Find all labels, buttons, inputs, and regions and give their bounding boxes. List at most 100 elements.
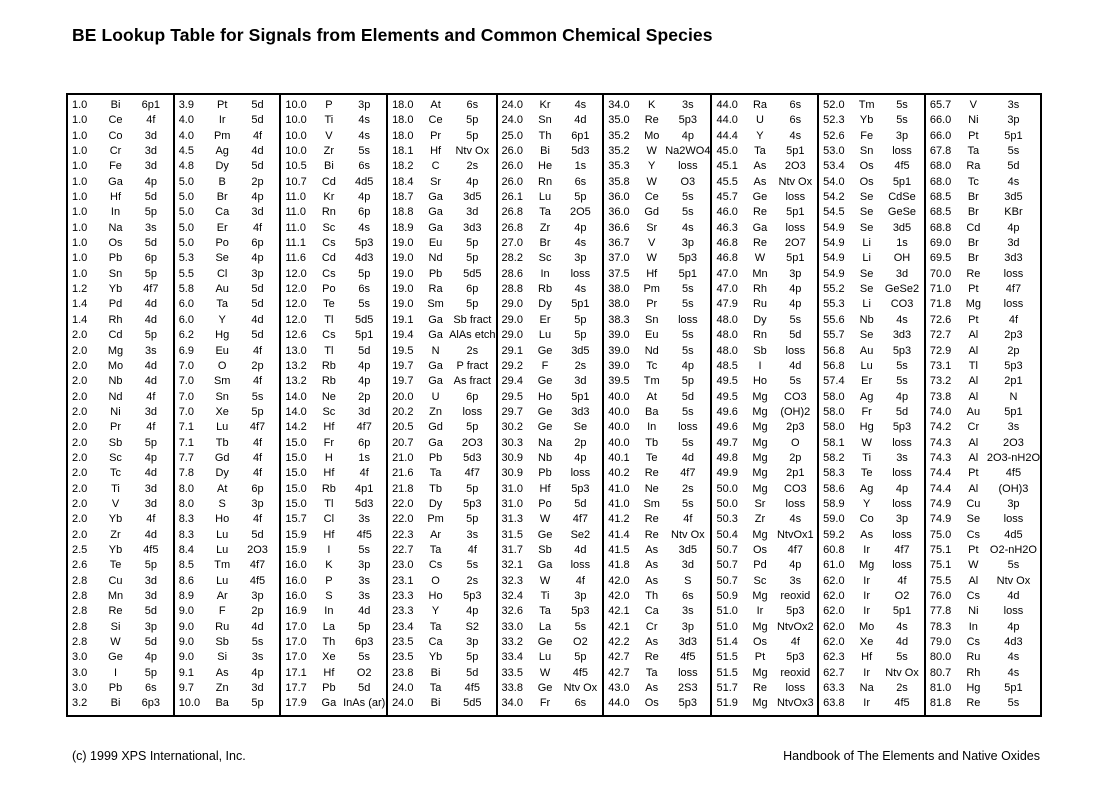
table-row: 32.1 Ga loss [498, 558, 603, 573]
element-symbol: Zr [110, 528, 121, 541]
element-symbol: Bi [430, 697, 441, 710]
element-symbol: Sb [108, 436, 123, 449]
table-row: 29.0 Dy 5p1 [498, 297, 603, 312]
orbital-label: 3s [145, 344, 157, 357]
table-row: 8.0 S 3p [175, 497, 280, 512]
table-row: 11.6 Cd 4d3 [281, 251, 386, 266]
orbital-label: Se [573, 421, 588, 434]
table-row: 17.1 Hf O2 [281, 666, 386, 681]
element-symbol: Ti [111, 482, 120, 495]
be-value: 62.0 [823, 574, 845, 587]
orbital-label: 4p [1007, 620, 1020, 633]
element-symbol: Ir [863, 590, 871, 602]
table-row: 54.5 Se GeSe [819, 205, 924, 220]
table-row: 11.0 Sc 4s [281, 221, 386, 236]
element-symbol: Pt [968, 543, 979, 556]
table-row: 1.0 Na 3s [68, 221, 173, 236]
element-symbol: Mg [752, 666, 768, 679]
orbital-label: 4p [358, 191, 371, 204]
element-symbol: Ga [428, 359, 443, 372]
be-value: 16.0 [285, 590, 307, 602]
element-symbol: Re [644, 467, 659, 480]
be-value: 11.0 [285, 221, 306, 234]
element-symbol: Mg [107, 344, 124, 357]
table-column-2: 3.9 Pt 5d 4.0 Ir 5d 4.0 Pm 4f 4.5 Ag 4d 4.8 Dy 5d 5.0 B 2… [172, 95, 280, 715]
table-row: 54.9 Li 1s [819, 236, 924, 251]
be-value: 26.0 [501, 160, 523, 173]
be-value: 1.0 [72, 206, 88, 219]
be-value: 34.0 [501, 697, 523, 710]
element-symbol: Li [862, 237, 871, 250]
table-row: 20.2 Zn loss [388, 405, 495, 420]
orbital-label: 5s [358, 145, 371, 158]
orbital-label: 3p [466, 636, 479, 649]
element-symbol: O [217, 359, 227, 372]
be-value: 17.0 [285, 620, 307, 633]
be-value: 35.0 [608, 114, 630, 127]
table-row: 3.0 Ge 4p [68, 650, 173, 665]
be-value: 2.0 [72, 405, 88, 418]
element-symbol: Ne [321, 390, 336, 403]
orbital-label: 5p [144, 329, 157, 342]
element-symbol: W [754, 252, 766, 265]
table-row: 74.9 Cu 3p [926, 497, 1040, 512]
be-value: 8.4 [178, 543, 194, 556]
be-value: 52.6 [823, 129, 845, 142]
orbital-label: 4s [1007, 175, 1020, 188]
orbital-label: 5p3 [355, 237, 374, 250]
orbital-label: 5s [896, 99, 908, 111]
table-row: 20.5 Gd 5p [388, 420, 495, 435]
be-value: 9.0 [178, 605, 194, 618]
element-symbol: Ir [863, 543, 871, 556]
be-value: 29.1 [501, 344, 523, 357]
table-row: 42.7 Re 4f5 [604, 650, 710, 665]
be-value: 32.4 [501, 590, 523, 602]
element-symbol: Dy [428, 497, 443, 510]
be-value: 42.0 [608, 574, 630, 587]
table-row: 51.5 Mg reoxid [712, 666, 817, 681]
be-value: 23.3 [392, 605, 414, 618]
table-row: 13.2 Rb 4p [281, 374, 386, 389]
orbital-label: Se2 [570, 528, 591, 541]
be-value: 15.0 [285, 482, 307, 495]
be-value: 25.0 [501, 129, 523, 142]
table-row: 16.0 K 3p [281, 558, 386, 573]
orbital-label: 5s [251, 390, 264, 403]
be-value: 54.9 [823, 237, 845, 250]
table-row: 62.3 Hf 5s [819, 650, 924, 665]
element-symbol: Re [752, 682, 767, 695]
orbital-label: 5p [466, 651, 479, 664]
table-row: 51.7 Re loss [712, 681, 817, 696]
table-row: 54.0 Os 5p1 [819, 175, 924, 190]
be-value: 44.4 [716, 129, 738, 142]
table-row: 17.7 Pb 5d [281, 681, 386, 696]
orbital-label: 4p1 [355, 482, 374, 495]
be-value: 80.0 [929, 651, 952, 664]
table-row: 42.0 As S [604, 574, 710, 589]
be-value: 49.5 [716, 375, 738, 388]
orbital-label: 2s [466, 574, 479, 587]
table-row: 50.0 Mg CO3 [712, 482, 817, 497]
be-value: 49.8 [716, 451, 738, 464]
orbital-label: loss [1003, 513, 1024, 526]
orbital-label: 2p [789, 451, 802, 464]
table-row: 32.4 Ti 3p [498, 589, 603, 604]
element-symbol: Y [756, 129, 764, 142]
orbital-label: 5p [681, 375, 694, 388]
be-value: 2.0 [72, 375, 88, 388]
orbital-label: 3d [144, 160, 157, 173]
table-row: 14.2 Hf 4f7 [281, 420, 386, 435]
table-row: 2.8 Si 3p [68, 620, 173, 635]
be-value: 15.0 [285, 467, 307, 480]
orbital-label: 4p [789, 559, 802, 572]
be-value: 74.4 [929, 482, 952, 495]
orbital-label: 3p [895, 513, 909, 526]
be-value: 18.2 [392, 160, 414, 173]
element-symbol: Po [538, 497, 552, 510]
be-value: 44.0 [608, 697, 630, 710]
table-row: 68.5 Br 3d5 [926, 190, 1040, 205]
orbital-label: 6p [251, 482, 264, 495]
element-symbol: Se [859, 283, 874, 296]
element-symbol: Se [966, 513, 981, 526]
